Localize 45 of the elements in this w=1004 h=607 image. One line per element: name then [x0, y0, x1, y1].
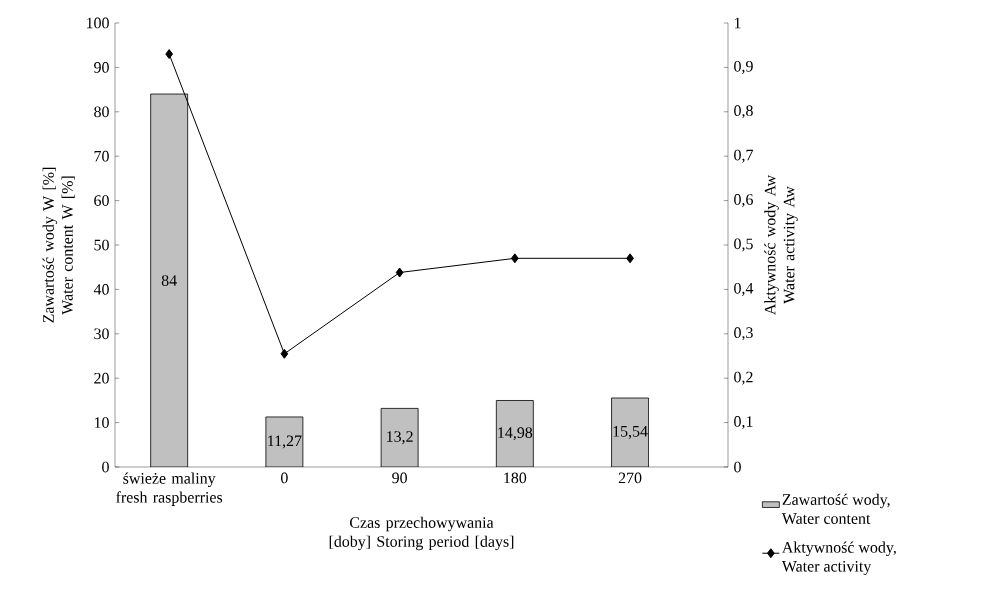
- x-tick-label: 270: [618, 472, 642, 484]
- point: [280, 348, 289, 359]
- legend-label: Zawartość wody, Water content: [781, 493, 890, 524]
- data-label: 15,54: [613, 426, 648, 439]
- y-tick-label: 30: [94, 328, 109, 340]
- y-tick-label: 90: [94, 62, 109, 73]
- y-tick-label: 60: [94, 195, 109, 206]
- y2-tick-label: 0,3: [734, 327, 753, 341]
- data-label: 14,98: [498, 427, 533, 441]
- bar: [150, 93, 189, 467]
- y2-tick-label: 0,5: [734, 238, 753, 252]
- y-axis-title: Zawartość wody W [%] Water content W [%]: [42, 167, 75, 323]
- data-label: 13,2: [387, 431, 413, 445]
- data-label: 11,27: [268, 435, 302, 449]
- x-tick-label: 180: [504, 472, 527, 484]
- point: [395, 267, 404, 278]
- y2-tick-label: 1: [734, 17, 741, 29]
- x-tick-label: 0: [281, 472, 288, 484]
- bar: [495, 400, 534, 467]
- x-axis-title: Czas przechowywania [doby] Storing period [days]: [329, 516, 514, 551]
- y2-tick-label: 0,1: [734, 416, 753, 430]
- y2-tick-label: 0,9: [734, 60, 753, 74]
- point: [510, 253, 519, 264]
- x-tick-label: 90: [392, 472, 407, 484]
- x-tick-label: świeże maliny fresh raspberries: [116, 472, 223, 506]
- point: [165, 49, 174, 60]
- y-tick-label: 100: [86, 17, 109, 29]
- y2-axis-title: Aktywność wody Aw Water activity Aw: [764, 174, 798, 315]
- y2-tick-label: 0,7: [734, 149, 753, 163]
- y-tick-label: 20: [94, 372, 109, 384]
- y2-tick-label: 0,4: [734, 282, 754, 296]
- y-tick-label: 50: [94, 239, 109, 251]
- bar: [611, 397, 649, 467]
- y2-tick-label: 0,6: [734, 194, 753, 208]
- y2-tick-label: 0: [734, 461, 741, 473]
- y2-tick-label: 0,8: [734, 105, 753, 119]
- y-tick-label: 40: [93, 284, 109, 295]
- y-tick-label: 10: [94, 417, 109, 428]
- y-tick-label: 0: [102, 461, 109, 473]
- legend-label: Aktywność wody, Water activity: [781, 541, 896, 575]
- y-tick-label: 70: [94, 150, 109, 162]
- data-label: 84: [161, 275, 177, 286]
- y2-tick-label: 0,2: [734, 371, 753, 385]
- y-tick-label: 80: [94, 106, 109, 118]
- point: [626, 253, 634, 264]
